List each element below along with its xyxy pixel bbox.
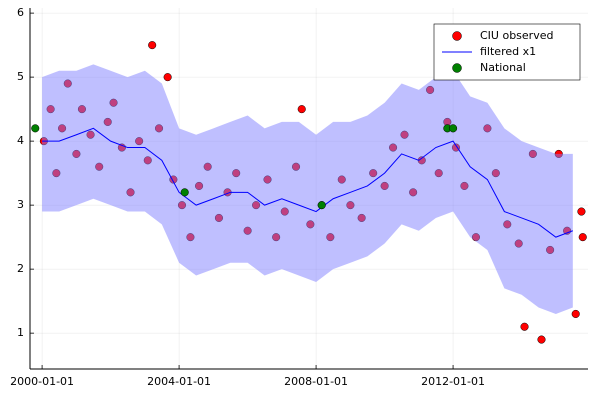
- x-tick-label: 2012-01-01: [421, 375, 485, 388]
- point: [180, 188, 189, 197]
- y-tick-label: 5: [17, 70, 24, 83]
- band: [42, 64, 573, 314]
- y-tick-label: 4: [17, 134, 24, 147]
- point: [31, 124, 40, 133]
- legend-label: CIU observed: [480, 29, 553, 42]
- x-tick-label: 2004-01-01: [147, 375, 211, 388]
- point: [578, 233, 587, 242]
- line: [42, 127, 573, 238]
- point: [520, 322, 529, 331]
- legend-swatch: [452, 31, 462, 41]
- point: [163, 73, 172, 82]
- y-tick-label: 1: [17, 326, 24, 339]
- point: [537, 335, 546, 344]
- point: [148, 41, 157, 50]
- legend-label: National: [480, 61, 526, 74]
- legend-swatch: [452, 63, 462, 73]
- point: [577, 207, 586, 216]
- legend-label: filtered x1: [480, 45, 536, 58]
- point: [317, 201, 326, 210]
- y-tick-label: 2: [17, 262, 24, 275]
- y-tick-label: 6: [17, 6, 24, 19]
- point: [297, 105, 306, 114]
- point: [449, 124, 458, 133]
- x-tick-label: 2000-01-01: [10, 375, 74, 388]
- x-tick-label: 2008-01-01: [284, 375, 348, 388]
- point: [571, 309, 580, 319]
- y-tick-label: 3: [17, 198, 24, 211]
- legend: CIU observed filtered x1 National: [433, 23, 581, 81]
